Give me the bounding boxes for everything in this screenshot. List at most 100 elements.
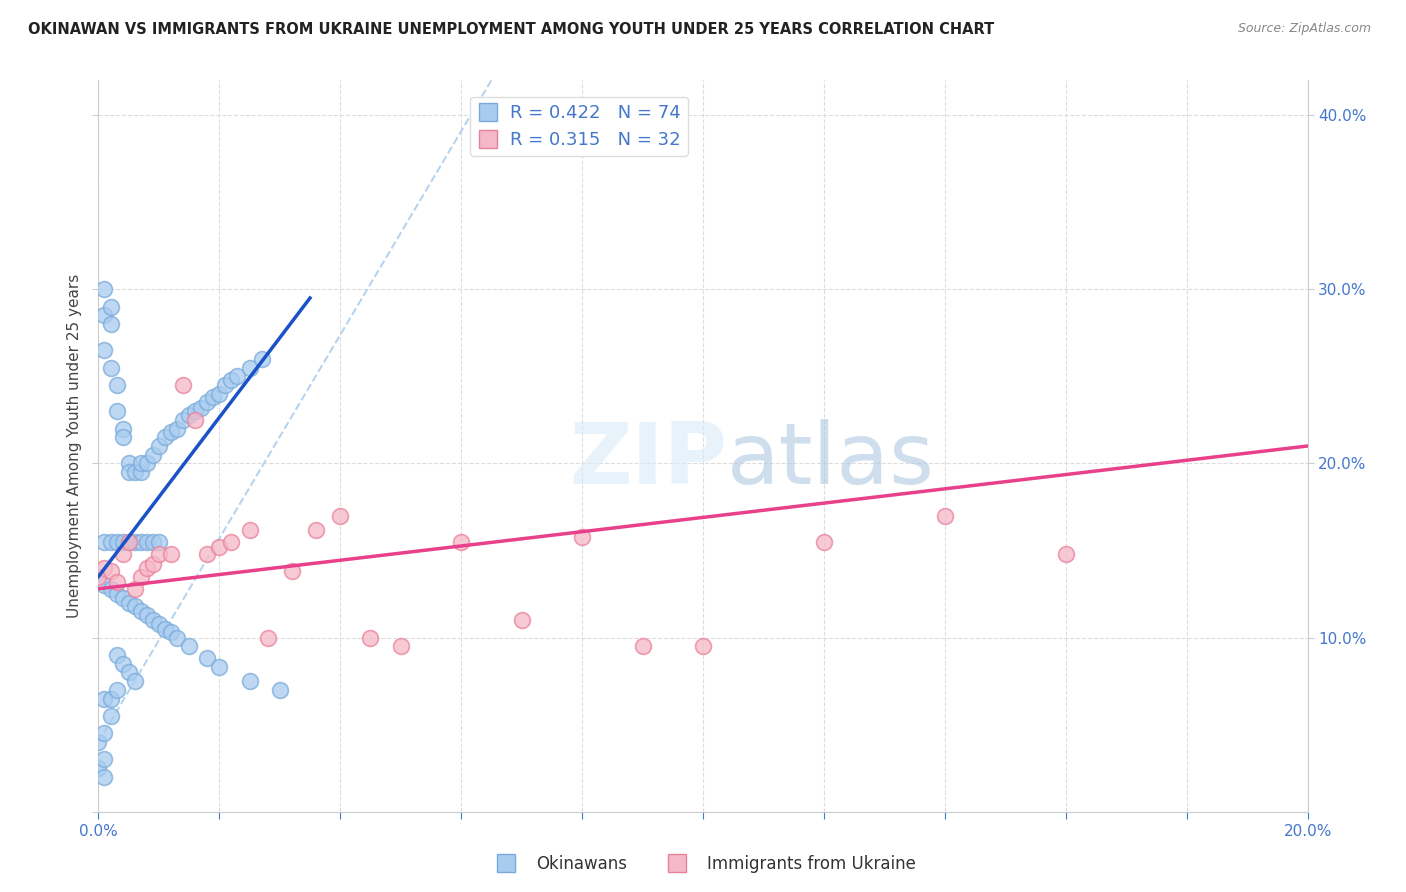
Point (111, 534, 134, 549)
Point (184, 404, 207, 418)
Point (208, 386, 231, 401)
Point (208, 540, 231, 554)
Point (195, 651, 218, 665)
Point (160, 547, 183, 561)
Point (239, 360, 262, 375)
Point (93, 309, 115, 323)
Point (142, 558, 165, 572)
Point (1054, 547, 1077, 561)
Point (105, 534, 128, 549)
Point (190, 401, 212, 415)
Point (105, 574, 128, 589)
Point (124, 599, 146, 614)
Point (93, 578, 115, 592)
Point (166, 631, 188, 645)
Point (195, 395, 218, 409)
Point (93, 752, 115, 766)
Point (148, 616, 170, 631)
Point (135, 561, 157, 575)
Point (100, 582, 122, 596)
Point (135, 457, 157, 471)
Point (100, 565, 122, 579)
Point (160, 425, 183, 439)
Point (142, 534, 165, 549)
Point (510, 613, 533, 627)
Point (111, 430, 134, 444)
Point (111, 657, 134, 671)
Point (305, 523, 328, 537)
Point (239, 674, 262, 689)
Point (93, 343, 115, 358)
Point (124, 534, 146, 549)
Point (221, 373, 243, 387)
Point (148, 547, 170, 561)
Legend: Okinawans, Immigrants from Ukraine: Okinawans, Immigrants from Ukraine (484, 848, 922, 880)
Point (124, 582, 146, 596)
Point (100, 317, 122, 331)
Point (93, 691, 115, 706)
Point (118, 596, 141, 610)
Point (360, 631, 382, 645)
Point (179, 640, 201, 654)
Point (93, 770, 115, 784)
Legend: R = 0.422   N = 74, R = 0.315   N = 32: R = 0.422 N = 74, R = 0.315 N = 32 (470, 96, 688, 156)
Point (142, 448, 165, 462)
Point (202, 390, 225, 404)
Point (631, 640, 654, 654)
Point (329, 508, 352, 523)
Point (250, 351, 273, 366)
Point (692, 640, 714, 654)
Point (221, 534, 243, 549)
Point (93, 726, 115, 740)
Point (124, 465, 146, 479)
Point (172, 413, 194, 427)
Point (105, 378, 128, 392)
Point (100, 360, 122, 375)
Point (160, 625, 183, 640)
Point (118, 665, 141, 680)
Point (105, 587, 128, 601)
Point (87, 569, 110, 583)
Text: ZIP: ZIP (569, 419, 727, 502)
Point (111, 591, 134, 605)
Point (93, 534, 115, 549)
Text: OKINAWAN VS IMMIGRANTS FROM UKRAINE UNEMPLOYMENT AMONG YOUTH UNDER 25 YEARS CORR: OKINAWAN VS IMMIGRANTS FROM UKRAINE UNEM… (28, 22, 994, 37)
Point (389, 640, 412, 654)
Point (100, 534, 122, 549)
Point (118, 534, 141, 549)
Point (184, 413, 207, 427)
Y-axis label: Unemployment Among Youth under 25 years: Unemployment Among Youth under 25 years (66, 274, 82, 618)
Point (148, 534, 170, 549)
Point (129, 534, 152, 549)
Point (269, 682, 291, 697)
Point (450, 534, 472, 549)
Point (172, 378, 194, 392)
Point (87, 761, 110, 775)
Point (118, 465, 141, 479)
Point (195, 547, 218, 561)
Point (129, 465, 152, 479)
Point (142, 613, 165, 627)
Point (571, 530, 593, 544)
Point (214, 378, 236, 392)
Point (93, 561, 115, 575)
Point (105, 404, 128, 418)
Point (105, 682, 128, 697)
Point (111, 547, 134, 561)
Text: Source: ZipAtlas.com: Source: ZipAtlas.com (1237, 22, 1371, 36)
Point (208, 660, 231, 674)
Point (148, 439, 170, 453)
Point (118, 534, 141, 549)
Point (153, 430, 176, 444)
Point (239, 523, 262, 537)
Point (179, 408, 201, 422)
Text: atlas: atlas (727, 419, 935, 502)
Point (226, 369, 249, 384)
Point (281, 565, 304, 579)
Point (135, 607, 157, 622)
Point (105, 648, 128, 662)
Point (87, 735, 110, 749)
Point (129, 457, 152, 471)
Point (100, 691, 122, 706)
Point (135, 534, 157, 549)
